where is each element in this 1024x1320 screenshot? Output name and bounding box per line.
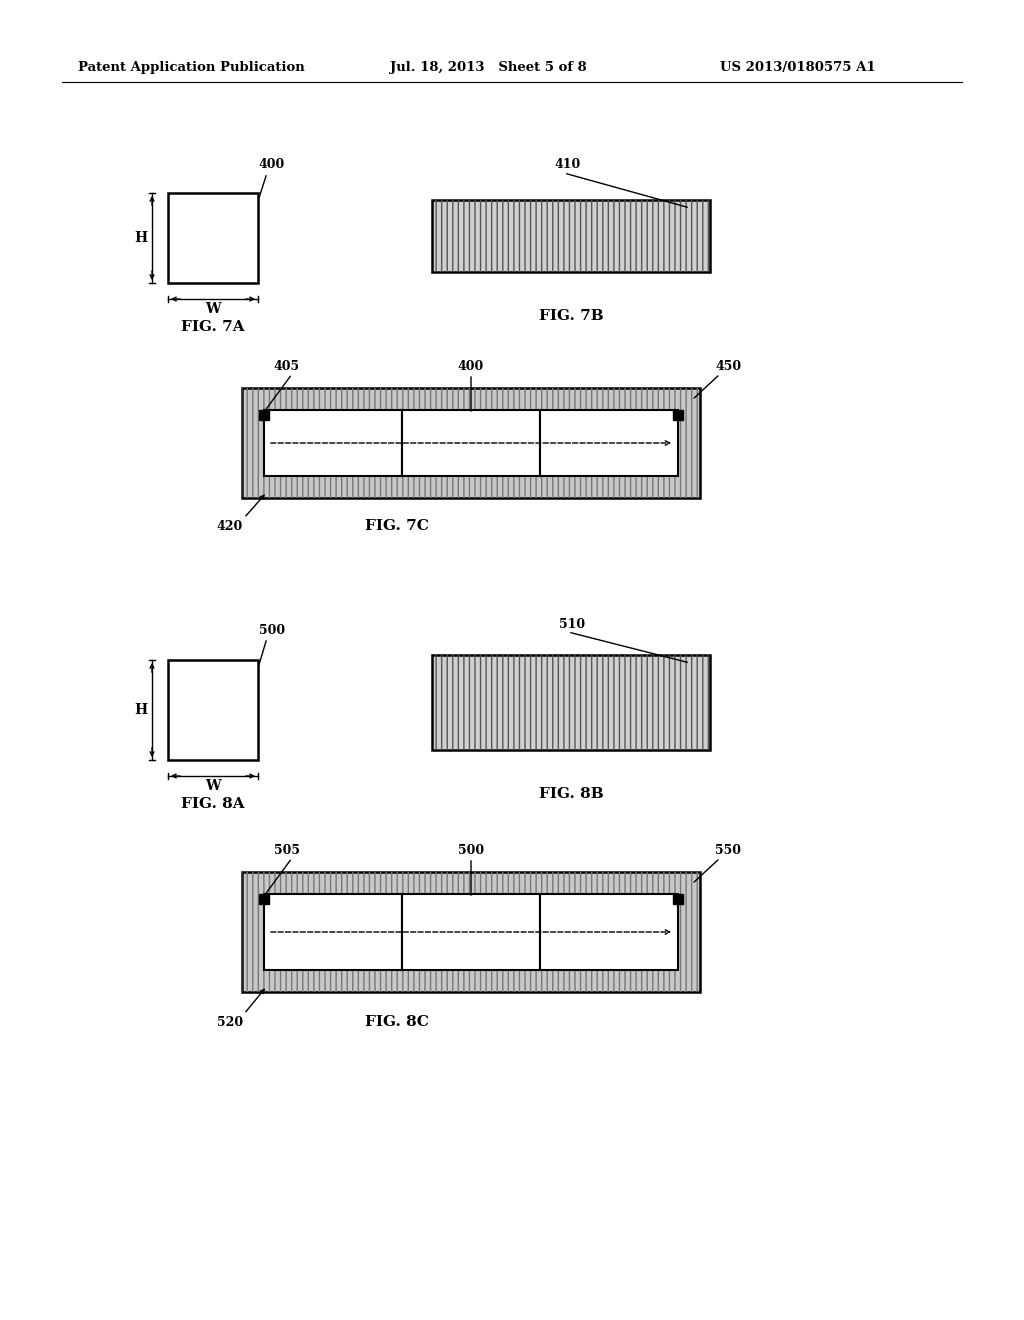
Text: FIG. 7B: FIG. 7B — [539, 309, 603, 323]
Text: H: H — [134, 704, 147, 717]
Bar — [264, 894, 402, 970]
Text: W: W — [205, 779, 221, 793]
Bar — [673, 411, 683, 420]
Text: 510: 510 — [559, 618, 585, 631]
Text: 400: 400 — [259, 158, 285, 172]
Bar — [264, 411, 402, 477]
Bar — [402, 894, 540, 970]
Text: 520: 520 — [217, 1015, 243, 1028]
Text: 400: 400 — [458, 359, 484, 372]
Bar — [432, 655, 710, 750]
Text: 500: 500 — [259, 623, 285, 636]
Bar — [168, 660, 258, 760]
Bar — [242, 873, 700, 993]
Text: FIG. 8A: FIG. 8A — [181, 797, 245, 810]
Bar — [540, 894, 678, 970]
Text: 505: 505 — [274, 843, 300, 857]
Text: FIG. 8C: FIG. 8C — [366, 1015, 429, 1030]
Text: H: H — [134, 231, 147, 246]
Text: 450: 450 — [715, 359, 741, 372]
Bar — [242, 873, 700, 993]
Bar — [168, 193, 258, 282]
Bar — [259, 411, 269, 420]
Bar — [432, 201, 710, 272]
Text: FIG. 7A: FIG. 7A — [181, 319, 245, 334]
Bar — [402, 411, 540, 477]
Text: FIG. 7C: FIG. 7C — [366, 519, 429, 533]
Text: W: W — [205, 302, 221, 315]
Bar — [259, 894, 269, 904]
Text: 500: 500 — [458, 843, 484, 857]
Text: 420: 420 — [217, 520, 243, 532]
Text: 405: 405 — [274, 359, 300, 372]
Text: 410: 410 — [555, 158, 582, 172]
Text: FIG. 8B: FIG. 8B — [539, 787, 603, 801]
Text: 550: 550 — [715, 843, 741, 857]
Bar — [432, 655, 710, 750]
Bar — [432, 201, 710, 272]
Bar — [673, 894, 683, 904]
Text: Patent Application Publication: Patent Application Publication — [78, 61, 305, 74]
Bar — [242, 388, 700, 498]
Text: US 2013/0180575 A1: US 2013/0180575 A1 — [720, 61, 876, 74]
Text: Jul. 18, 2013   Sheet 5 of 8: Jul. 18, 2013 Sheet 5 of 8 — [390, 61, 587, 74]
Bar — [242, 388, 700, 498]
Bar — [540, 411, 678, 477]
